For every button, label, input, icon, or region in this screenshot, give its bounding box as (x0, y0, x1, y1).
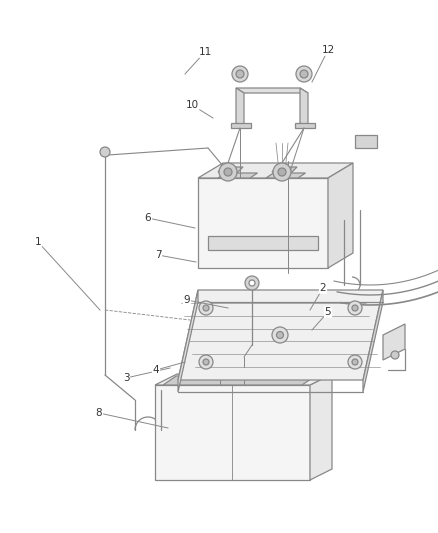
Circle shape (248, 280, 254, 286)
Polygon shape (155, 385, 309, 480)
Polygon shape (177, 290, 382, 380)
Polygon shape (198, 178, 327, 268)
Text: 7: 7 (154, 250, 161, 260)
Circle shape (351, 359, 357, 365)
Circle shape (272, 163, 290, 181)
Circle shape (276, 332, 283, 338)
Circle shape (351, 305, 357, 311)
Polygon shape (265, 173, 305, 178)
Circle shape (202, 359, 208, 365)
Polygon shape (198, 163, 352, 178)
Circle shape (198, 301, 212, 315)
Circle shape (219, 163, 237, 181)
Circle shape (347, 301, 361, 315)
Polygon shape (177, 290, 198, 392)
Polygon shape (236, 88, 307, 93)
Circle shape (223, 168, 231, 176)
Text: 12: 12 (321, 45, 334, 55)
Text: 9: 9 (183, 295, 190, 305)
Polygon shape (309, 374, 331, 480)
Circle shape (198, 355, 212, 369)
Text: 11: 11 (198, 47, 211, 57)
Circle shape (100, 147, 110, 157)
Text: 3: 3 (122, 373, 129, 383)
Polygon shape (272, 167, 297, 172)
Circle shape (236, 70, 244, 78)
Polygon shape (236, 88, 244, 126)
Polygon shape (382, 324, 404, 360)
Polygon shape (362, 290, 382, 392)
Text: 10: 10 (185, 100, 198, 110)
Polygon shape (327, 163, 352, 268)
Polygon shape (208, 236, 317, 250)
Polygon shape (162, 376, 314, 385)
Text: 8: 8 (95, 408, 102, 418)
Circle shape (390, 351, 398, 359)
Polygon shape (299, 88, 307, 126)
Polygon shape (155, 374, 331, 385)
Text: 1: 1 (35, 237, 41, 247)
Circle shape (202, 305, 208, 311)
Polygon shape (354, 135, 376, 148)
Polygon shape (230, 123, 251, 128)
Circle shape (272, 327, 287, 343)
Circle shape (295, 66, 311, 82)
Circle shape (244, 276, 258, 290)
Text: 5: 5 (324, 307, 331, 317)
Text: 4: 4 (152, 365, 159, 375)
Circle shape (347, 355, 361, 369)
Text: 6: 6 (145, 213, 151, 223)
Circle shape (231, 66, 247, 82)
Circle shape (277, 168, 285, 176)
Circle shape (299, 70, 307, 78)
Text: 2: 2 (319, 283, 325, 293)
Polygon shape (294, 123, 314, 128)
Polygon shape (218, 173, 257, 178)
Polygon shape (218, 167, 243, 172)
